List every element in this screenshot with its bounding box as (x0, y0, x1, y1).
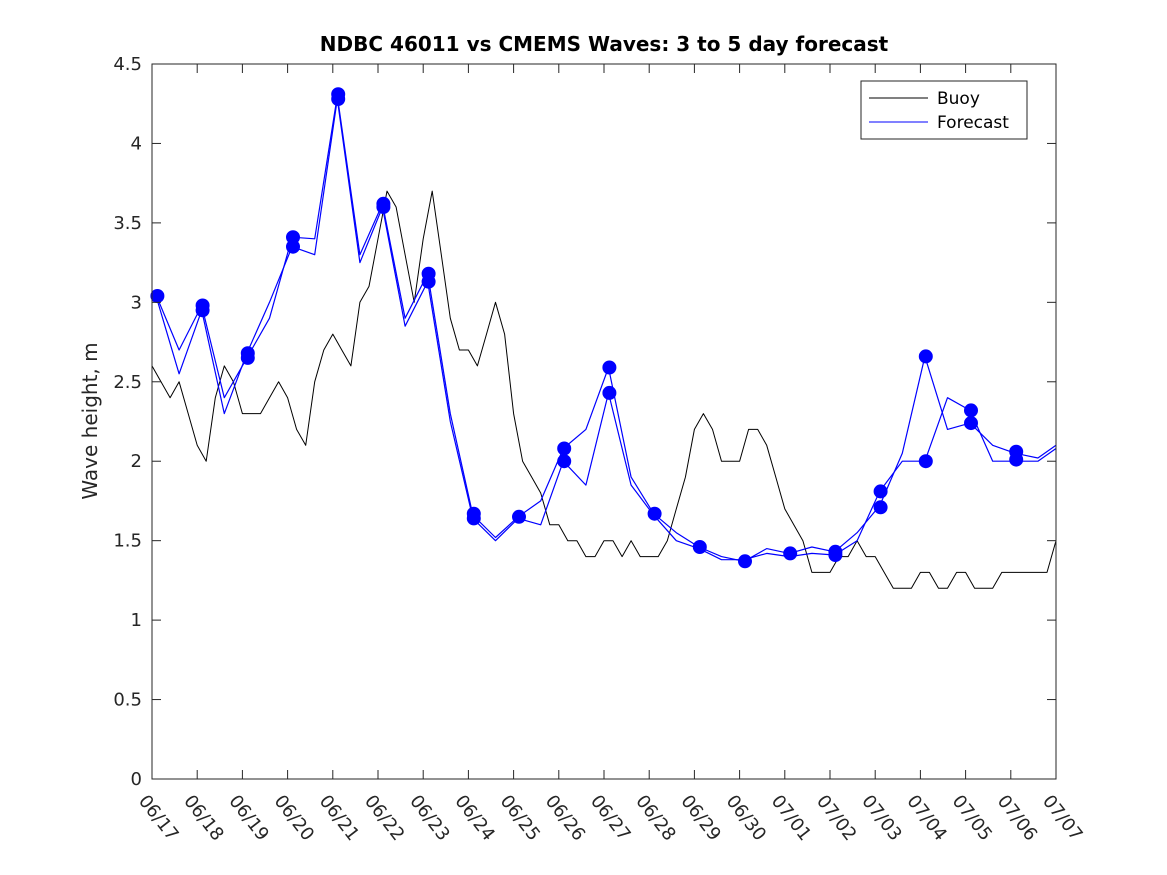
forecast-marker (738, 554, 752, 569)
forecast-marker (692, 540, 707, 554)
forecast-marker (828, 548, 843, 562)
forecast-marker (421, 274, 436, 289)
forecast-marker (150, 289, 165, 303)
forecast-marker (331, 92, 346, 106)
forecast-marker (376, 200, 391, 214)
forecast-marker (286, 239, 300, 254)
legend-box (860, 80, 1028, 140)
y-tick-label: 3 (131, 292, 142, 313)
plot-area (152, 64, 1056, 779)
y-tick-label: 1 (131, 610, 142, 631)
y-tick-label: 0.5 (113, 690, 142, 711)
y-tick-label: 0 (131, 769, 142, 790)
forecast-marker (647, 506, 662, 521)
forecast-marker (964, 403, 978, 418)
y-tick-label: 1.5 (113, 531, 142, 552)
forecast-marker (557, 441, 572, 456)
y-tick-label: 4.5 (113, 54, 142, 75)
series-line-1 (151, 190, 1057, 589)
y-axis: 0 0.5 1 1.5 2 2.5 3 3.5 4 4.5 (113, 54, 1056, 790)
forecast-marker (602, 385, 617, 400)
y-axis-label: Wave height, m (78, 342, 102, 499)
legend-forecast-label: Forecast (937, 113, 1009, 133)
forecast-marker-layer (150, 87, 1024, 569)
forecast-marker (195, 303, 210, 318)
forecast-marker (512, 509, 526, 524)
legend-buoy-label: Buoy (937, 89, 980, 109)
y-tick-label: 2.5 (113, 372, 142, 393)
chart-title: NDBC 46011 vs CMEMS Waves: 3 to 5 day fo… (320, 32, 889, 56)
y-tick-label: 2 (131, 451, 142, 472)
forecast-marker (873, 484, 888, 499)
forecast-marker (466, 511, 481, 526)
forecast-marker (240, 350, 255, 365)
forecast-marker (557, 454, 572, 469)
forecast-marker (1009, 452, 1024, 467)
forecast-marker (918, 454, 933, 469)
legend: Buoy Forecast (860, 80, 1028, 140)
forecast-marker (873, 500, 888, 515)
y-tick-label: 4 (131, 133, 142, 154)
forecast-marker (964, 416, 978, 431)
forecast-marker (918, 349, 933, 364)
forecast-marker (783, 546, 798, 561)
y-tick-label: 3.5 (113, 213, 142, 234)
forecast-marker (602, 360, 617, 375)
